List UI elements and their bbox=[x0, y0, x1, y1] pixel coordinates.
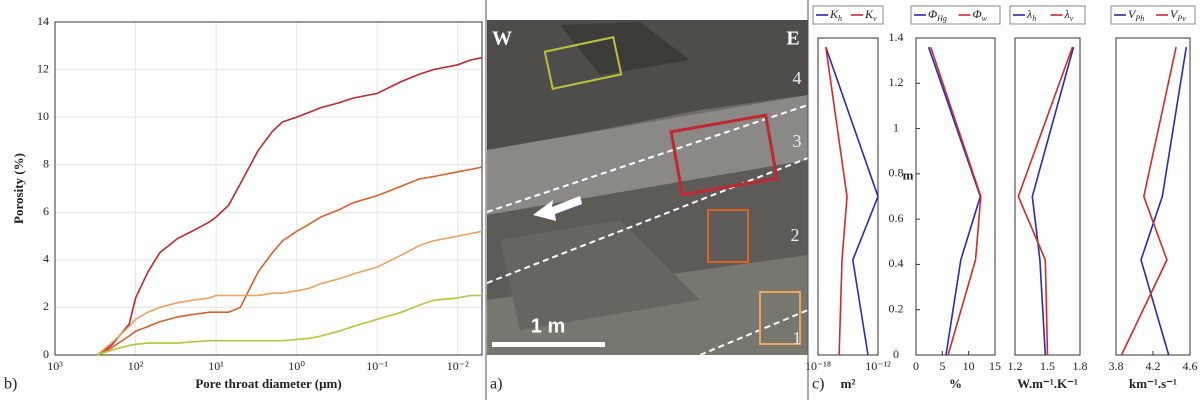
direction-label: E bbox=[786, 28, 799, 50]
legend: VPh VPv bbox=[1110, 5, 1196, 25]
arrow bbox=[533, 196, 582, 221]
direction-label: W bbox=[492, 28, 512, 50]
rock-layer bbox=[487, 20, 808, 150]
y-tick-label: 0 bbox=[43, 347, 49, 361]
rock-block bbox=[560, 22, 690, 75]
legend-label: λh bbox=[1026, 7, 1036, 23]
data-line bbox=[825, 46, 848, 356]
y-tick-label: 8 bbox=[43, 156, 49, 170]
plot-frame bbox=[817, 37, 879, 356]
sample-box bbox=[759, 291, 801, 345]
legend-label: VPh bbox=[1128, 7, 1144, 23]
y-tick-label: 1.4 bbox=[889, 30, 904, 44]
sample-box bbox=[669, 113, 779, 197]
legend-label: Kv bbox=[864, 7, 877, 23]
scale-label: 1 m bbox=[531, 315, 565, 337]
y-tick-label: 0.6 bbox=[889, 211, 904, 225]
x-tick-label: 10⁻² bbox=[447, 359, 469, 373]
sample-box bbox=[707, 209, 749, 263]
x-axis-label: Pore throat diameter (μm) bbox=[195, 376, 341, 391]
plot-frame bbox=[915, 37, 996, 356]
x-tick-label: 3.8 bbox=[1109, 359, 1124, 373]
y-tick-label: 14 bbox=[37, 14, 49, 28]
y-tick-label: 4 bbox=[43, 252, 49, 266]
legend: ΦHg Φw bbox=[910, 5, 1001, 25]
data-line bbox=[927, 46, 982, 356]
data-line bbox=[96, 294, 482, 356]
rock-block bbox=[500, 220, 700, 330]
y-tick-label: 2 bbox=[43, 299, 49, 313]
x-tick-label: 10⁰ bbox=[288, 359, 305, 373]
plot-frame bbox=[1014, 37, 1081, 356]
x-tick-label: 10⁻¹ bbox=[366, 359, 388, 373]
plot-frame bbox=[1115, 37, 1191, 356]
x-tick-label: 10³ bbox=[47, 359, 63, 373]
y-tick-label: 10 bbox=[37, 109, 49, 123]
layer-label: 3 bbox=[793, 131, 802, 151]
legend-box bbox=[1110, 5, 1196, 25]
x-tick-label: 10⁻¹² bbox=[865, 359, 891, 373]
x-tick-label: 5 bbox=[939, 359, 945, 373]
legend-box bbox=[812, 5, 884, 25]
x-tick-label: 15 bbox=[989, 359, 1001, 373]
data-line bbox=[96, 230, 483, 356]
panel-label: a) bbox=[490, 376, 502, 393]
data-line bbox=[1120, 46, 1177, 356]
x-tick-label: 0 bbox=[913, 359, 919, 373]
sample-box bbox=[543, 35, 623, 91]
legend-label: Φw bbox=[973, 7, 988, 23]
photo: 1 m W E 1 2 3 4 a) bbox=[486, 20, 809, 393]
data-line bbox=[96, 56, 483, 356]
x-axis-label: m² bbox=[841, 376, 856, 391]
layer-label: 4 bbox=[793, 68, 802, 88]
x-axis-label: W.m⁻¹.K⁻¹ bbox=[1017, 376, 1078, 391]
y-tick-label: 12 bbox=[37, 61, 49, 75]
panel-label: b) bbox=[4, 376, 17, 393]
legend: Kh Kv bbox=[812, 5, 884, 25]
data-line bbox=[1140, 46, 1188, 356]
x-tick-label: 4.6 bbox=[1183, 359, 1198, 373]
legend-box bbox=[1009, 5, 1086, 25]
y-tick-label: 1.2 bbox=[889, 75, 904, 89]
data-line bbox=[1017, 46, 1074, 356]
legend-label: Kh bbox=[829, 7, 842, 23]
x-tick-label: 1.5 bbox=[1040, 359, 1055, 373]
y-tick-label: 0.8 bbox=[889, 166, 904, 180]
x-tick-label: 10² bbox=[128, 359, 144, 373]
x-tick-label: 1.2 bbox=[1008, 359, 1023, 373]
layer-label: 2 bbox=[791, 225, 800, 245]
layer-boundary bbox=[486, 157, 809, 284]
x-tick-label: 10⁻¹⁸ bbox=[805, 359, 831, 373]
data-line bbox=[929, 46, 982, 356]
layer-boundary bbox=[486, 104, 809, 213]
panel-label: c) bbox=[812, 376, 824, 393]
legend-box bbox=[910, 5, 1001, 25]
y-tick-label: 0.4 bbox=[889, 256, 904, 270]
x-tick-label: 4.2 bbox=[1146, 359, 1161, 373]
y-tick-label: 1 bbox=[893, 120, 899, 134]
scale-bar bbox=[492, 342, 605, 347]
legend-label: ΦHg bbox=[928, 7, 947, 23]
y-tick-label: 6 bbox=[43, 204, 49, 218]
y-tick-label: 0.2 bbox=[889, 301, 904, 315]
legend-label: λv bbox=[1064, 7, 1074, 23]
x-axis-label: % bbox=[949, 376, 962, 391]
layer-label: 1 bbox=[793, 328, 802, 348]
x-tick-label: 1.8 bbox=[1073, 359, 1088, 373]
plot-frame bbox=[54, 21, 483, 356]
x-axis-label: km⁻¹.s⁻¹ bbox=[1129, 376, 1177, 391]
data-line bbox=[96, 166, 483, 356]
legend-label: VPv bbox=[1170, 7, 1186, 23]
y-axis-label: m bbox=[903, 167, 914, 182]
y-tick-label: 0 bbox=[893, 347, 899, 361]
legend: λh λv bbox=[1009, 5, 1086, 25]
data-line bbox=[1031, 46, 1075, 356]
data-line bbox=[825, 46, 879, 356]
x-tick-label: 10¹ bbox=[208, 359, 224, 373]
y-axis-label: Porosity (%) bbox=[11, 153, 26, 224]
x-tick-label: 10 bbox=[963, 359, 975, 373]
